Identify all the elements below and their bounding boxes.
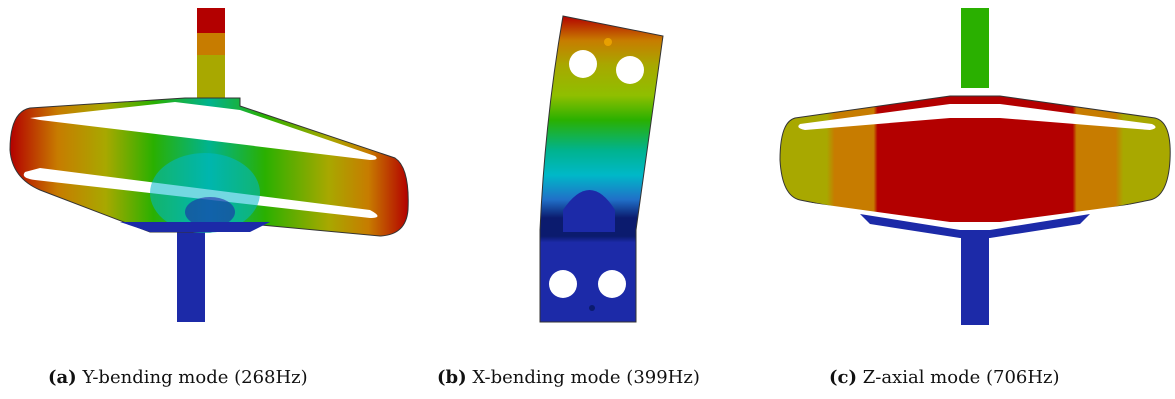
- caption-c: (c) Z-axial mode (706Hz): [829, 367, 1060, 388]
- panel-b-hole: [549, 270, 577, 298]
- caption-b-text: X-bending mode (399Hz): [472, 367, 700, 388]
- panel-c-body: [779, 95, 1171, 231]
- panel-c-top-stem: [961, 8, 989, 88]
- panel-c-bottom-stem: [961, 230, 989, 325]
- caption-b: (b) X-bending mode (399Hz): [437, 367, 700, 388]
- caption-a-tag: (a): [48, 367, 77, 388]
- caption-c-text: Z-axial mode (706Hz): [862, 367, 1060, 388]
- caption-a-text: Y-bending mode (268Hz): [82, 367, 308, 388]
- panel-a-bottom-stem: [177, 230, 205, 322]
- panel-b-body: [539, 15, 664, 323]
- caption-c-tag: (c): [829, 367, 857, 388]
- panel-b-hole: [616, 56, 644, 84]
- caption-b-tag: (b): [437, 367, 467, 388]
- panel-b-hole: [569, 50, 597, 78]
- panel-b-hole: [598, 270, 626, 298]
- caption-a: (a) Y-bending mode (268Hz): [48, 367, 308, 388]
